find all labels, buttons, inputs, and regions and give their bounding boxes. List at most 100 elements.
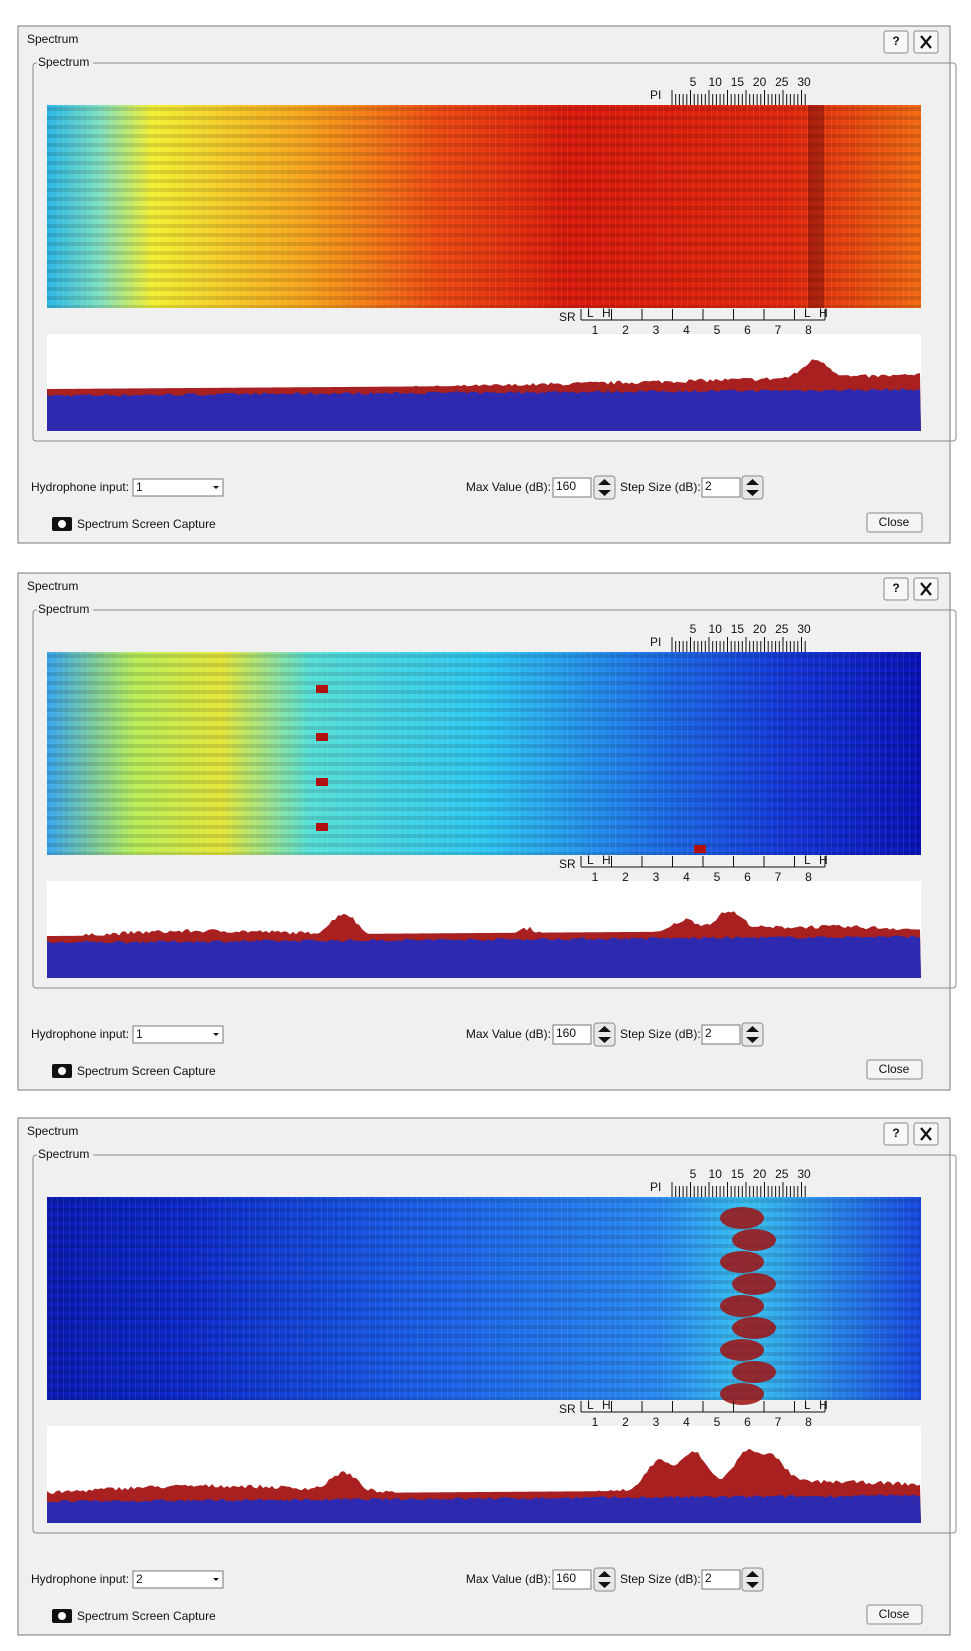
spinner[interactable]	[593, 475, 616, 500]
window-title: Spectrum	[27, 32, 78, 46]
step-size-input[interactable]	[701, 1569, 741, 1590]
pi-tick-label: 30	[797, 1167, 811, 1181]
hydrophone-value: 1	[136, 1027, 143, 1041]
close-x	[920, 35, 932, 49]
sr-low: L	[804, 306, 811, 320]
spectrum-level	[47, 388, 921, 431]
pi-tick-label: 15	[731, 622, 745, 636]
dropdown-arrow	[213, 1578, 219, 1581]
close-button[interactable]	[866, 1604, 923, 1625]
pi-label: PI	[650, 1180, 661, 1194]
max-value: 160	[556, 1571, 576, 1585]
spectrogram-texture	[47, 105, 921, 308]
spinner-arrows	[598, 1026, 611, 1043]
sr-tick-label: 5	[714, 1415, 721, 1429]
camera-lens	[58, 1612, 66, 1620]
sr-label: SR	[559, 310, 576, 324]
help-label: ?	[892, 581, 899, 595]
close-label: Close	[879, 515, 910, 529]
step-size-input[interactable]	[701, 1024, 741, 1045]
sr-high: H	[819, 306, 828, 320]
spinner[interactable]	[593, 1567, 616, 1592]
sr-high: H	[819, 853, 828, 867]
spectrogram-texture	[47, 652, 921, 855]
spectrum-level	[47, 1494, 921, 1523]
close-x	[920, 1127, 932, 1141]
pi-tick-label: 25	[775, 75, 789, 89]
capture-label[interactable]: Spectrum Screen Capture	[77, 517, 216, 531]
sr-tick-label: 1	[592, 323, 599, 337]
close-button[interactable]	[866, 512, 923, 533]
sr-tick-label: 2	[622, 1415, 629, 1429]
sr-tick-label: 1	[592, 870, 599, 884]
spinner[interactable]	[741, 1022, 764, 1047]
sr-high: H	[602, 1398, 611, 1412]
hydrophone-label: Hydrophone input:	[31, 480, 129, 494]
hydrophone-select[interactable]	[132, 1025, 224, 1044]
pi-tick-label: 20	[753, 75, 767, 89]
pi-tick-label: 15	[731, 1167, 745, 1181]
pi-tick-label: 5	[690, 1167, 697, 1181]
max-value-input[interactable]	[552, 1024, 592, 1045]
step-size-label: Step Size (dB):	[620, 1027, 701, 1041]
group-box	[32, 1154, 957, 1534]
spectrogram-hotspot	[316, 733, 328, 741]
pi-tick-label: 10	[709, 1167, 723, 1181]
spinner[interactable]	[741, 475, 764, 500]
spectrogram-hotspot	[720, 1295, 764, 1317]
step-size-label: Step Size (dB):	[620, 480, 701, 494]
sr-tick-label: 7	[775, 1415, 782, 1429]
close-label: Close	[879, 1607, 910, 1621]
capture-label[interactable]: Spectrum Screen Capture	[77, 1609, 216, 1623]
spectrum-level	[47, 935, 921, 978]
sr-tick-label: 8	[805, 1415, 812, 1429]
capture-label[interactable]: Spectrum Screen Capture	[77, 1064, 216, 1078]
sr-tick-label: 3	[653, 1415, 660, 1429]
sr-tick-label: 4	[683, 1415, 690, 1429]
max-value-label: Max Value (dB):	[466, 1572, 551, 1586]
close-button[interactable]	[866, 1059, 923, 1080]
spectrogram-hotspot	[316, 778, 328, 786]
help-button[interactable]	[883, 577, 909, 601]
spinner[interactable]	[593, 1022, 616, 1047]
sr-tick-label: 7	[775, 323, 782, 337]
sr-high: H	[602, 306, 611, 320]
sr-label: SR	[559, 857, 576, 871]
help-button[interactable]	[883, 1122, 909, 1146]
pi-tick-label: 30	[797, 75, 811, 89]
sr-tick-label: 6	[744, 323, 751, 337]
help-button[interactable]	[883, 30, 909, 54]
step-size-input[interactable]	[701, 477, 741, 498]
sr-tick-label: 5	[714, 323, 721, 337]
pi-label: PI	[650, 635, 661, 649]
hydrophone-label: Hydrophone input:	[31, 1027, 129, 1041]
window-title: Spectrum	[27, 579, 78, 593]
spectrogram-hotspot	[720, 1207, 764, 1229]
group-label-bg	[37, 1148, 93, 1162]
hydrophone-select[interactable]	[132, 478, 224, 497]
spinner[interactable]	[741, 1567, 764, 1592]
max-value-input[interactable]	[552, 1569, 592, 1590]
group-label: Spectrum	[38, 55, 89, 69]
group-label: Spectrum	[38, 1147, 89, 1161]
camera-lens	[58, 1067, 66, 1075]
sr-low: L	[587, 853, 594, 867]
hydrophone-select[interactable]	[132, 1570, 224, 1589]
spinner-arrows	[746, 1026, 759, 1043]
spectrogram-hotspot	[732, 1317, 776, 1339]
step-size: 2	[705, 479, 712, 493]
sr-tick-label: 8	[805, 870, 812, 884]
help-label: ?	[892, 1126, 899, 1140]
sr-high: H	[819, 1398, 828, 1412]
group-box	[32, 62, 957, 442]
dropdown-arrow	[213, 486, 219, 489]
sr-low: L	[587, 1398, 594, 1412]
sr-low: L	[804, 1398, 811, 1412]
max-value-input[interactable]	[552, 477, 592, 498]
sr-tick-label: 4	[683, 323, 690, 337]
sr-tick-label: 2	[622, 323, 629, 337]
